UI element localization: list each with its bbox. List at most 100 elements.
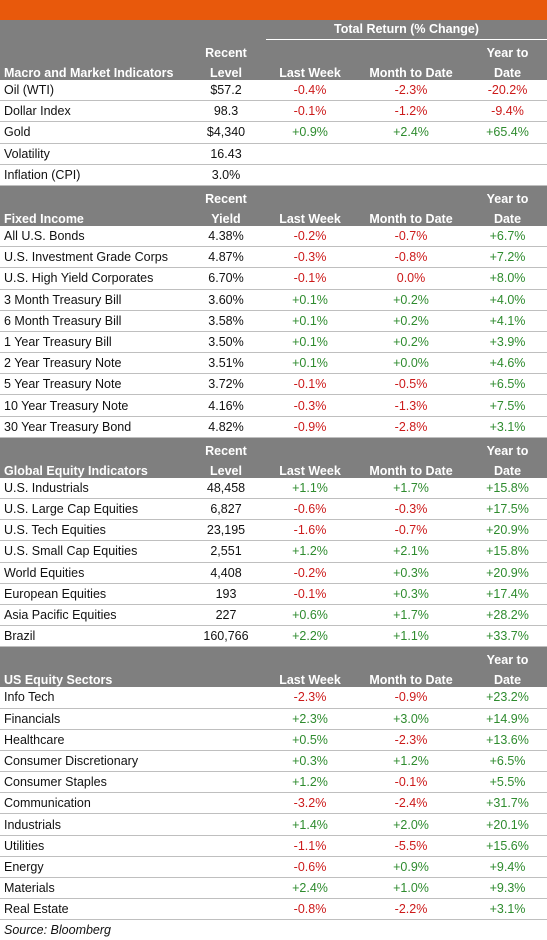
indicator-name: Real Estate (0, 898, 186, 921)
section-header: Global Equity Indicators Level Last Week Mo… (0, 457, 547, 478)
recent-value (186, 835, 266, 857)
last-week-value: -0.4% (266, 80, 354, 102)
indicator-name: Communication (0, 792, 186, 815)
last-week-value: +1.2% (266, 771, 354, 794)
section-header: Fixed Income Yield Last Week Month to Date D… (0, 205, 547, 226)
section-header-blank (0, 20, 186, 40)
mtd-value: +0.2% (354, 310, 468, 332)
table-row: 6 Month Treasury Bill 3.58% +0.1% +0.2% +4.1… (0, 310, 547, 332)
indicator-name: 30 Year Treasury Bond (0, 416, 186, 438)
mtd-value (354, 143, 468, 165)
mtd-value: +2.1% (354, 540, 468, 563)
blank (354, 40, 468, 60)
last-week-value: -0.6% (266, 498, 354, 521)
ytd-value: +15.8% (468, 540, 547, 563)
last-week-value: +0.5% (266, 729, 354, 751)
section-header: US Equity Sectors Last Week Month to Date D… (0, 667, 547, 688)
last-week-value: -1.6% (266, 519, 354, 542)
indicator-name: Consumer Discretionary (0, 750, 186, 773)
table-row: U.S. Large Cap Equities 6,827 -0.6% -0.3% +1… (0, 498, 547, 521)
table-row: Dollar Index 98.3 -0.1% -1.2% -9.4% (0, 100, 547, 123)
recent-value: 3.0% (186, 164, 266, 186)
indicator-name: Healthcare (0, 729, 186, 751)
last-week-value: +1.2% (266, 540, 354, 563)
mtd-value: 0.0% (354, 267, 468, 290)
section-header: Macro and Market Indicators Level Last Wee… (0, 60, 547, 80)
mtd-value: -2.4% (354, 792, 468, 815)
level-header: Level (186, 457, 266, 478)
recent-value (186, 687, 266, 709)
last-week-value: +0.9% (266, 121, 354, 144)
table-row: All U.S. Bonds 4.38% -0.2% -0.7% +6.7% (0, 225, 547, 248)
ytd-value: +13.6% (468, 729, 547, 751)
last-week-value: -0.2% (266, 225, 354, 248)
mtd-value: +1.7% (354, 477, 468, 499)
recent-value: 4.87% (186, 246, 266, 269)
table-row: Gold $4,340 +0.9% +2.4% +65.4% (0, 121, 547, 144)
last-week-value: +2.4% (266, 877, 354, 900)
indicator-name: U.S. Small Cap Equities (0, 540, 186, 563)
mtd-header: Month to Date (354, 205, 468, 226)
recent-value: 227 (186, 604, 266, 627)
mtd-value: -0.1% (354, 771, 468, 794)
table-row: U.S. High Yield Corporates 6.70% -0.1% 0.0%… (0, 267, 547, 290)
recent-value: 3.50% (186, 331, 266, 354)
market-table-body: Total Return (% Change) Recent Year to Macr… (0, 20, 547, 921)
recent-value: 3.72% (186, 373, 266, 396)
last-week-value: -0.8% (266, 898, 354, 921)
blank (266, 646, 354, 668)
table-row: U.S. Tech Equities 23,195 -1.6% -0.7% +20.9% (0, 519, 547, 542)
indicator-name: Asia Pacific Equities (0, 604, 186, 627)
recent-value: 6.70% (186, 267, 266, 290)
ytd-header: Date (468, 60, 547, 80)
ytd-value (468, 143, 547, 165)
table-row: Utilities -1.1% -5.5% +15.6% (0, 835, 547, 857)
indicator-name: 2 Year Treasury Note (0, 352, 186, 375)
table-row: 5 Year Treasury Note 3.72% -0.1% -0.5% +6.5% (0, 373, 547, 396)
accent-bar (0, 0, 547, 20)
blank (354, 646, 468, 668)
mtd-header: Month to Date (354, 457, 468, 478)
last-week-value: -2.3% (266, 687, 354, 709)
mtd-value: +1.2% (354, 750, 468, 773)
indicator-name: 5 Year Treasury Note (0, 373, 186, 396)
recent-value: 4,408 (186, 562, 266, 584)
mtd-value: +1.1% (354, 625, 468, 648)
ytd-value: +6.5% (468, 750, 547, 773)
indicator-name: U.S. Large Cap Equities (0, 498, 186, 521)
ytd-value: +20.9% (468, 519, 547, 542)
level-header: Level (186, 60, 266, 80)
recent-value (186, 856, 266, 879)
table-row: Asia Pacific Equities 227 +0.6% +1.7% +28.2% (0, 604, 547, 627)
level-header-top (186, 646, 266, 668)
mtd-value: +1.7% (354, 604, 468, 627)
indicator-name: U.S. Industrials (0, 477, 186, 499)
table-row: Brazil 160,766 +2.2% +1.1% +33.7% (0, 625, 547, 648)
blank (354, 185, 468, 206)
last-week-value: +1.1% (266, 477, 354, 499)
table-row: Financials +2.3% +3.0% +14.9% (0, 708, 547, 730)
last-week-value: -0.6% (266, 856, 354, 879)
section-header-top: Total Return (% Change) (0, 20, 547, 40)
indicator-name: U.S. Tech Equities (0, 519, 186, 542)
last-week-value: -3.2% (266, 792, 354, 815)
ytd-value: +65.4% (468, 121, 547, 144)
table-row: World Equities 4,408 -0.2% +0.3% +20.9% (0, 562, 547, 584)
mtd-value: -5.5% (354, 835, 468, 857)
ytd-value: +23.2% (468, 687, 547, 709)
mtd-value: -2.3% (354, 80, 468, 102)
ytd-value: +7.2% (468, 246, 547, 269)
mtd-value: +3.0% (354, 708, 468, 730)
section-title: Global Equity Indicators (0, 457, 186, 478)
blank (0, 40, 186, 60)
total-return-label: Total Return (% Change) (266, 20, 547, 40)
level-header: Yield (186, 205, 266, 226)
ytd-header-top: Year to (468, 40, 547, 60)
last-week-value: +2.2% (266, 625, 354, 648)
last-week-value: +0.1% (266, 310, 354, 332)
mtd-value: -0.8% (354, 246, 468, 269)
recent-value (186, 898, 266, 921)
table-row: 1 Year Treasury Bill 3.50% +0.1% +0.2% +3.9% (0, 331, 547, 354)
mtd-value: +2.4% (354, 121, 468, 144)
last-week-value (266, 164, 354, 186)
